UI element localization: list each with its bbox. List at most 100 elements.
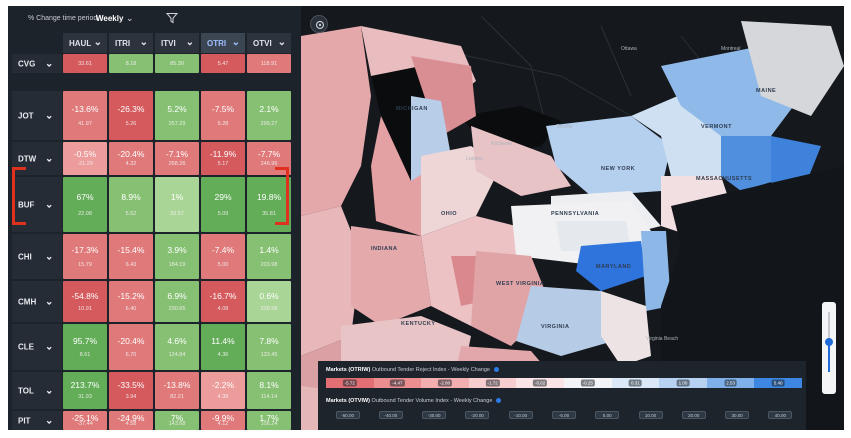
metric-cell[interactable]: -13.6% 41.97 [63, 91, 107, 140]
metric-cell[interactable]: 7.8% 133.45 [247, 324, 291, 370]
percent-change: 11.4% [211, 335, 235, 346]
column-header-itvi[interactable]: ITVI ⌄ [155, 33, 199, 53]
period-select[interactable]: Weekly [96, 14, 124, 23]
chevron-down-icon[interactable]: ⌄ [45, 295, 54, 307]
city-label: Toronto [556, 124, 573, 130]
index-value: 114.14 [260, 394, 278, 401]
column-header-otvi[interactable]: OTVI ⌄ [247, 33, 291, 53]
highlight-bracket-right [275, 167, 289, 225]
market-row-cmh[interactable]: CMH ⌄ [12, 281, 62, 322]
percent-change: -24.9% [117, 412, 145, 423]
otvi-scale-value: -10.00 [508, 411, 533, 419]
metric-cell[interactable]: 95.7% 8.61 [63, 324, 107, 370]
otri-scale-value: -4.47 [390, 379, 405, 387]
zoom-handle[interactable] [825, 338, 833, 346]
index-value: 5.52 [125, 211, 137, 218]
market-code: CLE [18, 342, 34, 352]
chevron-down-icon[interactable]: ⌄ [45, 384, 54, 396]
metric-cell[interactable]: 118.91 [247, 54, 291, 73]
chevron-down-icon[interactable]: ⌄ [277, 37, 286, 48]
metric-cell[interactable]: -26.3% 5.26 [109, 91, 153, 140]
percent-change: -17.3% [71, 245, 99, 256]
market-row-chi[interactable]: CHI ⌄ [12, 234, 62, 279]
metric-cell[interactable]: 33.61 [63, 54, 107, 73]
percent-change: 1% [170, 191, 184, 202]
metric-cell[interactable]: -24.9% 4.58 [109, 411, 153, 430]
index-value: 184.19 [168, 261, 186, 268]
metric-cell[interactable]: 6.9% 230.65 [155, 281, 199, 322]
metric-cell[interactable]: -13.8% 82.21 [155, 372, 199, 409]
metric-cell[interactable]: 29% 5.09 [201, 177, 245, 232]
percent-change: 1.4% [259, 245, 279, 256]
chevron-down-icon[interactable]: ⌄ [45, 250, 54, 262]
metric-cell[interactable]: -7.4% 5.00 [201, 234, 245, 279]
metric-cell[interactable]: 3.9% 184.19 [155, 234, 199, 279]
chevron-down-icon[interactable]: ⌄ [45, 152, 54, 164]
chevron-down-icon[interactable]: ⌄ [45, 109, 54, 121]
metric-cell[interactable]: -7.1% 268.26 [155, 142, 199, 175]
metric-cell[interactable]: -20.4% 6.70 [109, 324, 153, 370]
metric-cell[interactable]: 67% 22.08 [63, 177, 107, 232]
percent-change: -15.4% [117, 245, 145, 256]
market-row-pit[interactable]: PIT ⌄ [12, 411, 62, 430]
metric-cell[interactable]: -7.5% 5.28 [201, 91, 245, 140]
index-value: 31.93 [78, 394, 92, 401]
metric-cell[interactable]: -15.2% 6.40 [109, 281, 153, 322]
map-settings-button[interactable] [310, 15, 328, 33]
metric-cell[interactable]: 8.1% 114.14 [247, 372, 291, 409]
metric-cell[interactable]: 213.7% 31.93 [63, 372, 107, 409]
metric-cell[interactable]: -16.7% 4.08 [201, 281, 245, 322]
zoom-slider[interactable] [822, 302, 836, 394]
column-header-otri[interactable]: OTRI ⌄ [201, 33, 245, 53]
chevron-down-icon[interactable]: ⌄ [126, 13, 134, 23]
metric-cell[interactable]: -11.9% 5.17 [201, 142, 245, 175]
metric-cell[interactable]: -17.3% 15.79 [63, 234, 107, 279]
chevron-down-icon[interactable]: ⌄ [139, 37, 148, 48]
index-value: 5.28 [217, 121, 229, 128]
state-label: PENNSYLVANIA [551, 211, 600, 217]
metric-cell[interactable]: -54.8% 10.91 [63, 281, 107, 322]
metric-cell[interactable]: 7% 143.68 [155, 411, 199, 430]
metric-cell[interactable]: 8.9% 5.52 [109, 177, 153, 232]
metric-cell[interactable]: 1% 33.57 [155, 177, 199, 232]
info-icon[interactable] [495, 398, 501, 404]
state-label: MASSACHUSETTS [696, 176, 753, 182]
info-icon[interactable] [493, 367, 499, 373]
column-header-itri[interactable]: ITRI ⌄ [109, 33, 153, 53]
chevron-down-icon[interactable]: ⌄ [45, 414, 54, 426]
filter-icon[interactable] [166, 12, 178, 24]
percent-change: -15.2% [117, 290, 145, 301]
chevron-down-icon[interactable]: ⌄ [45, 198, 54, 210]
market-row-cle[interactable]: CLE ⌄ [12, 324, 62, 370]
column-header-haul[interactable]: HAUL ⌄ [63, 33, 107, 53]
metric-cell[interactable]: -9.9% 4.12 [201, 411, 245, 430]
metric-cell[interactable]: -33.5% 3.94 [109, 372, 153, 409]
metric-cell[interactable]: 2.1% 299.27 [247, 91, 291, 140]
metric-cell[interactable]: 1.7% 106.24 [247, 411, 291, 430]
chevron-down-icon[interactable]: ⌄ [185, 37, 194, 48]
metric-cell[interactable]: -2.2% 4.38 [201, 372, 245, 409]
metric-cell[interactable]: 0.6% 238.58 [247, 281, 291, 322]
metric-cell[interactable]: -20.4% 4.32 [109, 142, 153, 175]
otri-scale-segment: 1.00 [659, 378, 707, 388]
chevron-down-icon[interactable]: ⌄ [231, 37, 240, 48]
metric-cell[interactable]: 85.30 [155, 54, 199, 73]
market-row-jot[interactable]: JOT ⌄ [12, 91, 62, 140]
chevron-down-icon[interactable]: ⌄ [45, 341, 54, 353]
metric-cell[interactable]: -0.5% -21.29 [63, 142, 107, 175]
chevron-down-icon[interactable]: ⌄ [93, 37, 102, 48]
metric-cell[interactable]: -15.4% 6.43 [109, 234, 153, 279]
metric-cell[interactable]: 11.4% 4.36 [201, 324, 245, 370]
chevron-down-icon[interactable]: ⌄ [45, 57, 54, 69]
metric-cell[interactable]: 4.6% 124.84 [155, 324, 199, 370]
metric-cell[interactable]: 1.4% 203.98 [247, 234, 291, 279]
app-window: % Change time period Weekly ⌄ HAUL ⌄ ITRI ⌄… [8, 6, 844, 430]
metric-cell[interactable]: 5.2% 257.29 [155, 91, 199, 140]
market-row-cvg[interactable]: CVG ⌄ [12, 54, 62, 73]
metric-cell[interactable]: 8.18 [109, 54, 153, 73]
percent-change: 213.7% [70, 380, 100, 391]
metric-cell[interactable]: 5.47 [201, 54, 245, 73]
index-value: 10.91 [78, 305, 92, 312]
market-row-tol[interactable]: TOL ⌄ [12, 372, 62, 409]
metric-cell[interactable]: -25.1% -37.44 [63, 411, 107, 430]
